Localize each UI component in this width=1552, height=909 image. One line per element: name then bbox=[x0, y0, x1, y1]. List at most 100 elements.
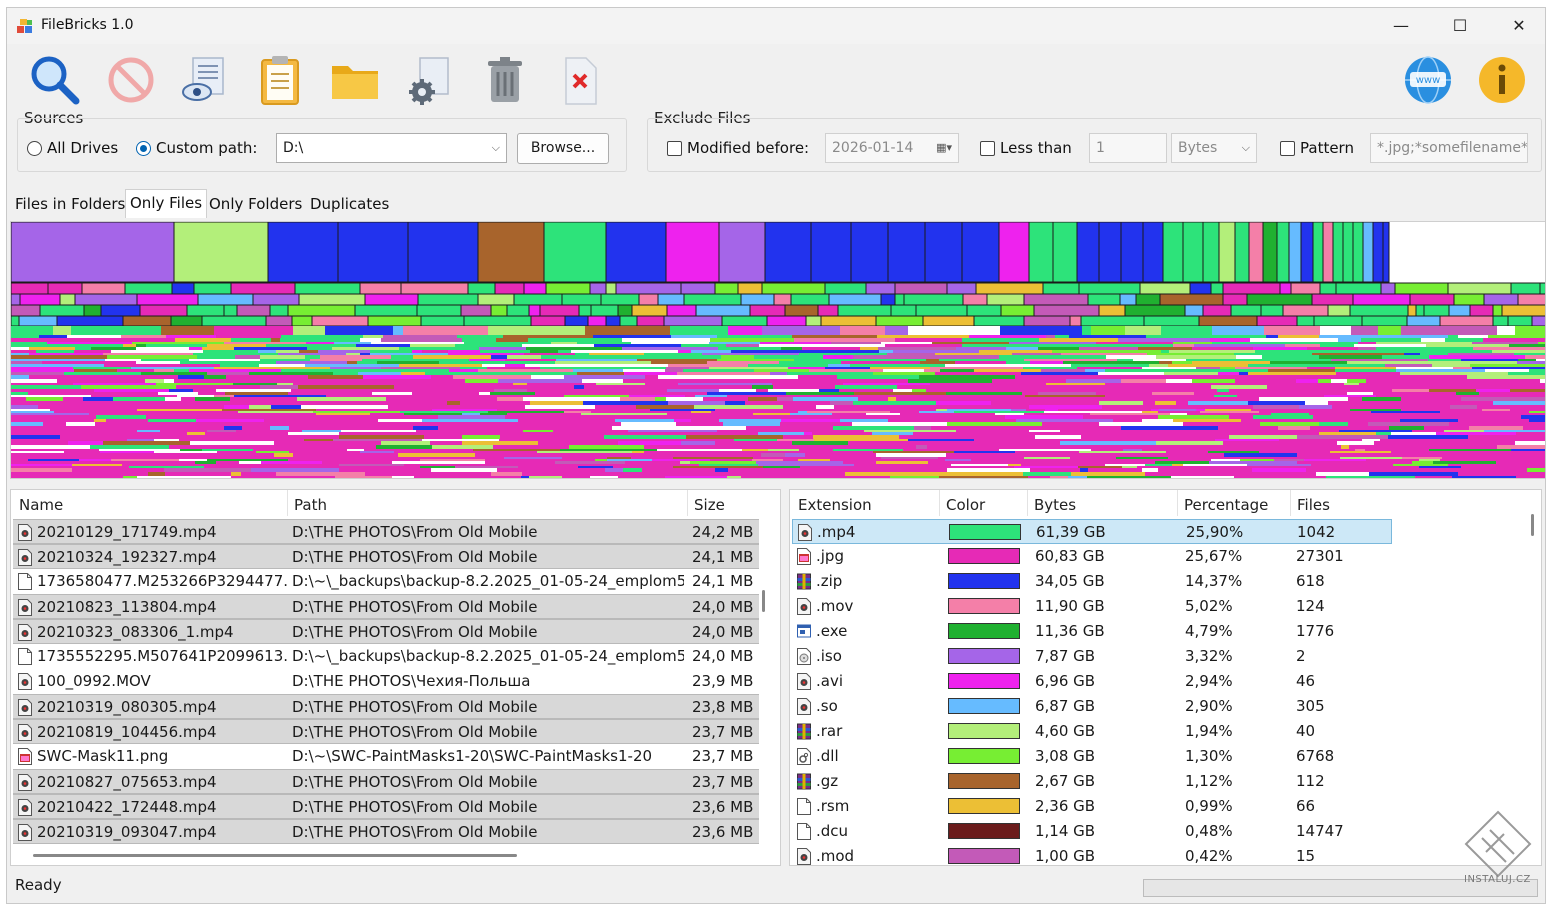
treemap-block[interactable] bbox=[962, 338, 1039, 342]
treemap-block[interactable] bbox=[1392, 389, 1429, 392]
treemap-block[interactable] bbox=[446, 449, 473, 451]
treemap-block[interactable] bbox=[299, 344, 345, 347]
treemap-block[interactable] bbox=[280, 338, 360, 342]
treemap-block[interactable] bbox=[1439, 315, 1494, 327]
treemap-block[interactable] bbox=[561, 293, 602, 306]
treemap-block[interactable] bbox=[954, 451, 1015, 453]
treemap-block[interactable] bbox=[876, 461, 928, 464]
treemap-view[interactable] bbox=[10, 221, 1545, 479]
treemap-block[interactable] bbox=[231, 338, 271, 342]
treemap-block[interactable] bbox=[304, 439, 333, 441]
treemap-block[interactable] bbox=[1082, 326, 1091, 335]
treemap-block[interactable] bbox=[340, 405, 388, 409]
treemap-block[interactable] bbox=[737, 451, 813, 453]
treemap-block[interactable] bbox=[462, 413, 480, 415]
treemap-block[interactable] bbox=[865, 282, 896, 295]
treemap-block[interactable] bbox=[1151, 409, 1159, 411]
treemap-block[interactable] bbox=[715, 441, 781, 445]
treemap-block[interactable] bbox=[85, 426, 135, 430]
treemap-block[interactable] bbox=[591, 411, 625, 413]
treemap-block[interactable] bbox=[1183, 466, 1242, 468]
treemap-block[interactable] bbox=[137, 409, 222, 411]
treemap-block[interactable] bbox=[966, 304, 1002, 317]
treemap-block[interactable] bbox=[1135, 293, 1161, 306]
treemap-block[interactable] bbox=[1467, 375, 1545, 379]
treemap-block[interactable] bbox=[577, 372, 624, 375]
treemap-block[interactable] bbox=[364, 293, 419, 306]
treemap-block[interactable] bbox=[1357, 464, 1393, 466]
treemap-block[interactable] bbox=[1158, 468, 1252, 472]
treemap-block[interactable] bbox=[773, 385, 835, 389]
treemap-block[interactable] bbox=[1062, 422, 1099, 426]
treemap-block[interactable] bbox=[726, 344, 759, 347]
treemap-block[interactable] bbox=[1172, 464, 1183, 466]
treemap-block[interactable] bbox=[462, 383, 513, 385]
extension-row[interactable]: .gz 2,67 GB 1,12% 112 bbox=[792, 769, 1392, 794]
treemap-block[interactable] bbox=[553, 430, 596, 432]
treemap-block[interactable] bbox=[1005, 415, 1083, 419]
close-button[interactable]: ✕ bbox=[1512, 16, 1526, 35]
treemap-block[interactable] bbox=[907, 435, 986, 439]
treemap-block[interactable] bbox=[38, 405, 62, 409]
treemap-block[interactable] bbox=[784, 350, 879, 353]
treemap-block[interactable] bbox=[1172, 432, 1196, 435]
treemap-block[interactable] bbox=[216, 335, 281, 338]
treemap-block[interactable] bbox=[1260, 422, 1319, 426]
treemap-block[interactable] bbox=[299, 350, 318, 353]
treemap-block[interactable] bbox=[1509, 344, 1545, 347]
treemap-block[interactable] bbox=[488, 411, 564, 413]
treemap-block[interactable] bbox=[1516, 432, 1545, 435]
treemap-block[interactable] bbox=[631, 457, 673, 459]
treemap-block[interactable] bbox=[691, 350, 731, 353]
all-drives-label[interactable]: All Drives bbox=[47, 139, 119, 157]
file-row[interactable]: 20210319_080305.mp4 D:\THE PHOTOS\From Ol… bbox=[13, 694, 759, 719]
treemap-block[interactable] bbox=[681, 379, 768, 383]
treemap-block[interactable] bbox=[795, 430, 864, 432]
treemap-block[interactable] bbox=[1098, 304, 1126, 317]
treemap-block[interactable] bbox=[381, 441, 430, 445]
treemap-block[interactable] bbox=[131, 367, 214, 369]
extension-row[interactable]: .mod 1,00 GB 0,42% 15 bbox=[792, 844, 1392, 865]
treemap-block[interactable] bbox=[434, 449, 446, 451]
treemap-block[interactable] bbox=[307, 347, 332, 350]
treemap-block[interactable] bbox=[1297, 435, 1388, 439]
treemap-block[interactable] bbox=[195, 397, 230, 401]
treemap-block[interactable] bbox=[313, 435, 339, 439]
treemap-block[interactable] bbox=[499, 439, 582, 441]
treemap-block[interactable] bbox=[11, 415, 20, 419]
treemap-block[interactable] bbox=[214, 395, 234, 397]
treemap-block[interactable] bbox=[346, 353, 360, 355]
treemap-block[interactable] bbox=[1521, 413, 1545, 415]
treemap-block[interactable] bbox=[1400, 372, 1468, 375]
treemap-block[interactable] bbox=[805, 453, 876, 457]
treemap-block[interactable] bbox=[1211, 385, 1267, 389]
treemap-block[interactable] bbox=[189, 369, 281, 372]
treemap-block[interactable] bbox=[275, 415, 367, 419]
treemap-block[interactable] bbox=[710, 459, 752, 461]
treemap-block[interactable] bbox=[1323, 466, 1384, 468]
treemap-block[interactable] bbox=[1292, 457, 1340, 459]
treemap-block[interactable] bbox=[619, 315, 638, 327]
treemap-block[interactable] bbox=[1029, 401, 1099, 405]
treemap-block[interactable] bbox=[564, 395, 629, 397]
treemap-block[interactable] bbox=[1279, 282, 1292, 295]
treemap-block[interactable] bbox=[1472, 367, 1545, 369]
treemap-block[interactable] bbox=[1492, 315, 1509, 327]
treemap-block[interactable] bbox=[674, 419, 691, 422]
treemap-block[interactable] bbox=[1015, 375, 1109, 379]
treemap-block[interactable] bbox=[541, 355, 630, 359]
file-row[interactable]: SWC-Mask11.png D:\~\SWC-PaintMasks1-20\SW… bbox=[13, 744, 759, 769]
treemap-block[interactable] bbox=[563, 432, 629, 435]
treemap-block[interactable] bbox=[1529, 411, 1545, 413]
treemap-block[interactable] bbox=[1374, 441, 1432, 445]
treemap-block[interactable] bbox=[94, 389, 169, 392]
browse-button[interactable]: Browse... bbox=[517, 133, 609, 164]
treemap-block[interactable] bbox=[1528, 472, 1545, 476]
treemap-block[interactable] bbox=[1388, 435, 1468, 439]
treemap-block[interactable] bbox=[1194, 392, 1258, 395]
treemap-block[interactable] bbox=[358, 372, 401, 375]
treemap-block[interactable] bbox=[582, 439, 665, 441]
extension-row[interactable]: .exe 11,36 GB 4,79% 1776 bbox=[792, 619, 1392, 644]
treemap-block[interactable] bbox=[1433, 375, 1467, 379]
treemap-block[interactable] bbox=[189, 359, 260, 361]
